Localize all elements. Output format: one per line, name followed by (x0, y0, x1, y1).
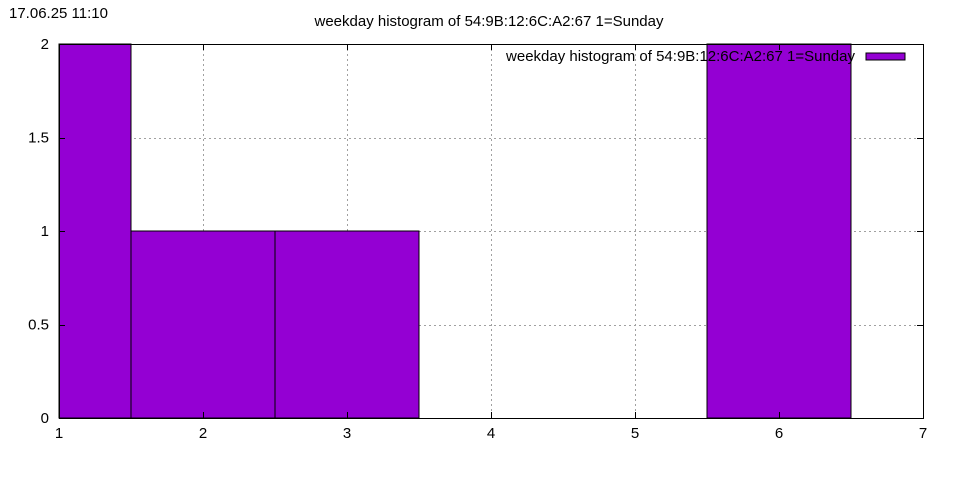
y-tick-label-4: 2 (41, 36, 49, 53)
bar-3 (274, 230, 420, 419)
x-tick-label-3: 4 (487, 425, 495, 442)
legend-label: weekday histogram of 54:9B:12:6C:A2:67 1… (505, 48, 855, 65)
bar-6 (706, 43, 852, 419)
timestamp-label: 17.06.25 11:10 (9, 5, 108, 22)
histogram-bars (58, 43, 852, 419)
x-tick-label-2: 3 (343, 425, 351, 442)
legend: weekday histogram of 54:9B:12:6C:A2:67 1… (505, 48, 906, 65)
y-tick-label-0: 0 (41, 410, 49, 427)
x-tick-label-6: 7 (919, 425, 927, 442)
x-tick-label-5: 6 (775, 425, 783, 442)
axis-ticks: 1 2 3 4 5 6 7 0 0.5 1 1.5 2 (28, 36, 927, 442)
x-tick-label-4: 5 (631, 425, 639, 442)
y-tick-label-1: 0.5 (28, 317, 49, 334)
bar-1 (58, 43, 132, 419)
legend-swatch (865, 52, 906, 61)
x-tick-label-0: 1 (55, 425, 63, 442)
bar-2 (130, 230, 276, 419)
chart-title: weekday histogram of 54:9B:12:6C:A2:67 1… (314, 13, 664, 30)
x-tick-label-1: 2 (199, 425, 207, 442)
y-tick-label-2: 1 (41, 223, 49, 240)
y-tick-label-3: 1.5 (28, 130, 49, 147)
